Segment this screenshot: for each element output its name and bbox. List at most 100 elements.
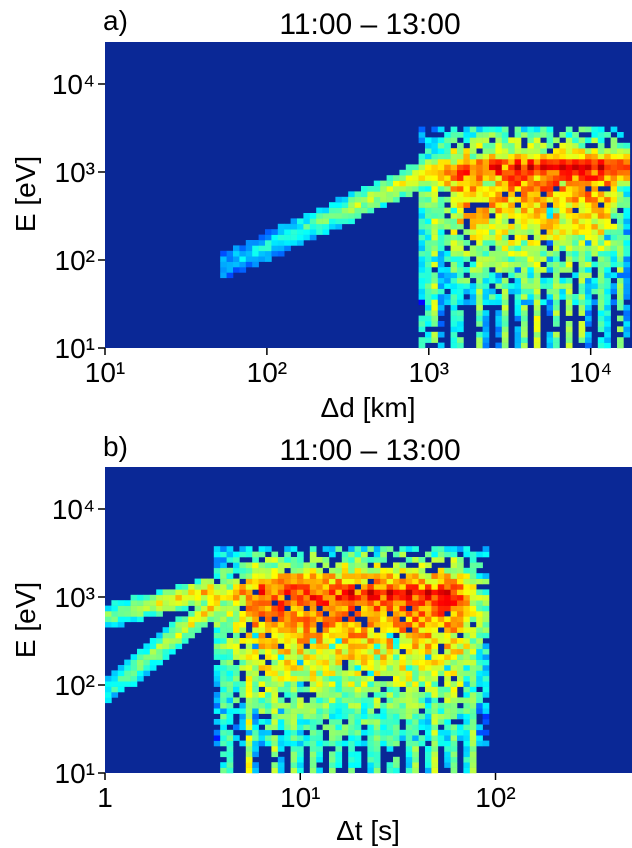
- heatmap-cell: [214, 703, 221, 709]
- heatmap-cell: [598, 137, 605, 143]
- heatmap-cell: [323, 643, 330, 649]
- heatmap-cell: [623, 240, 630, 246]
- heatmap-cell: [399, 735, 406, 741]
- heatmap-cell: [585, 218, 592, 224]
- heatmap-cell: [284, 627, 291, 633]
- heatmap-cell: [291, 687, 298, 693]
- heatmap-cell: [495, 181, 502, 187]
- heatmap-cell: [323, 213, 330, 219]
- heatmap-cell: [297, 665, 304, 671]
- heatmap-cell: [438, 568, 445, 574]
- heatmap-cell: [323, 584, 330, 590]
- heatmap-cell: [265, 654, 272, 660]
- heatmap-cell: [233, 665, 240, 671]
- heatmap-cell: [431, 256, 438, 262]
- heatmap-cell: [374, 584, 381, 590]
- heatmap-cell: [201, 584, 208, 590]
- heatmap-cell: [431, 676, 438, 682]
- heatmap-cell: [470, 762, 477, 768]
- heatmap-cell: [591, 191, 598, 197]
- heatmap-cell: [623, 235, 630, 241]
- heatmap-cell: [316, 589, 323, 595]
- heatmap-cell: [572, 213, 579, 219]
- heatmap-cell: [131, 654, 138, 660]
- heatmap-cell: [297, 224, 304, 230]
- heatmap-cell: [431, 681, 438, 687]
- heatmap-cell: [252, 681, 259, 687]
- heatmap-cell: [278, 746, 285, 752]
- heatmap-cell: [227, 676, 234, 682]
- heatmap-cell: [566, 132, 573, 138]
- heatmap-cell: [476, 262, 483, 268]
- heatmap-cell: [559, 218, 566, 224]
- heatmap-cell: [399, 579, 406, 585]
- heatmap-cell: [566, 283, 573, 289]
- heatmap-cell: [425, 606, 432, 612]
- heatmap-cell: [361, 595, 368, 601]
- heatmap-cell: [188, 584, 195, 590]
- heatmap-cell: [220, 751, 227, 757]
- heatmap-cell: [451, 272, 458, 278]
- heatmap-cell: [367, 557, 374, 563]
- heatmap-cell: [483, 127, 490, 133]
- heatmap-cell: [502, 170, 509, 176]
- heatmap-cell: [105, 606, 112, 612]
- heatmap-cell: [559, 208, 566, 214]
- heatmap-cell: [303, 589, 310, 595]
- heatmap-cell: [476, 186, 483, 192]
- heatmap-cell: [310, 714, 317, 720]
- heatmap-cell: [227, 703, 234, 709]
- heatmap-cell: [387, 762, 394, 768]
- heatmap-cell: [457, 208, 464, 214]
- heatmap-cell: [457, 132, 464, 138]
- heatmap-cell: [495, 224, 502, 230]
- heatmap-cell: [585, 159, 592, 165]
- heatmap-cell: [451, 573, 458, 579]
- heatmap-cell: [374, 714, 381, 720]
- heatmap-cell: [419, 256, 426, 262]
- heatmap-cell: [457, 197, 464, 203]
- heatmap-cell: [310, 584, 317, 590]
- heatmap-cell: [585, 343, 592, 349]
- heatmap-cell: [195, 595, 202, 601]
- heatmap-cell: [425, 181, 432, 187]
- heatmap-cell: [438, 240, 445, 246]
- heatmap-cell: [335, 600, 342, 606]
- heatmap-cell: [425, 191, 432, 197]
- heatmap-cell: [265, 240, 272, 246]
- heatmap-cell: [355, 191, 362, 197]
- heatmap-cell: [303, 676, 310, 682]
- heatmap-cell: [265, 546, 272, 552]
- heatmap-cell: [495, 170, 502, 176]
- heatmap-cell: [323, 589, 330, 595]
- heatmap-cell: [348, 692, 355, 698]
- heatmap-cell: [246, 240, 253, 246]
- heatmap-cell: [105, 611, 112, 617]
- heatmap-cell: [495, 127, 502, 133]
- heatmap-cell: [239, 638, 246, 644]
- heatmap-cell: [131, 606, 138, 612]
- heatmap-cell: [342, 627, 349, 633]
- heatmap-cell: [335, 730, 342, 736]
- heatmap-cell: [604, 326, 611, 332]
- heatmap-cell: [239, 724, 246, 730]
- heatmap-cell: [406, 681, 413, 687]
- heatmap-cell: [463, 692, 470, 698]
- heatmap-cell: [438, 251, 445, 257]
- heatmap-cell: [476, 310, 483, 316]
- heatmap-cell: [483, 606, 490, 612]
- heatmap-cell: [559, 164, 566, 170]
- heatmap-cell: [329, 757, 336, 763]
- heatmap-cell: [297, 741, 304, 747]
- heatmap-cell: [502, 316, 509, 322]
- heatmap-cell: [214, 600, 221, 606]
- heatmap-cell: [431, 589, 438, 595]
- heatmap-cell: [227, 600, 234, 606]
- heatmap-cell: [419, 665, 426, 671]
- heatmap-cell: [380, 730, 387, 736]
- heatmap-cell: [342, 606, 349, 612]
- heatmap-cell: [355, 600, 362, 606]
- heatmap-cell: [361, 681, 368, 687]
- heatmap-cell: [521, 272, 528, 278]
- heatmap-cell: [495, 310, 502, 316]
